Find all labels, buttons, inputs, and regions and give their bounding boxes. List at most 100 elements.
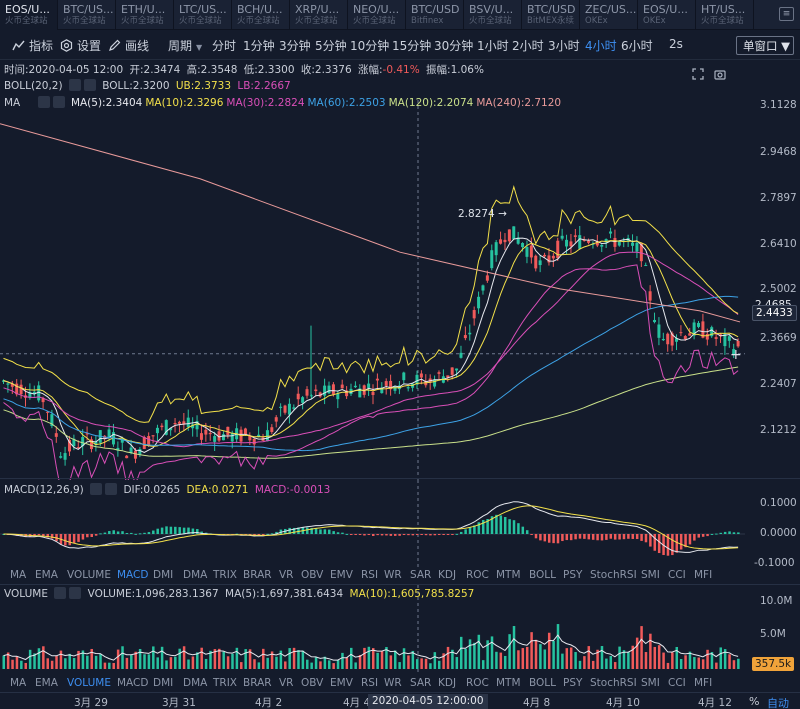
- timeframe-0[interactable]: 分时: [212, 39, 237, 53]
- indicator-tab[interactable]: ROC: [466, 677, 489, 689]
- eye-icon[interactable]: [90, 483, 103, 495]
- indicator-tab[interactable]: WR: [384, 677, 402, 689]
- symbol-tab[interactable]: BCH/U... 火币全球站: [232, 0, 290, 30]
- indicator-tab[interactable]: RSI: [361, 569, 379, 581]
- expand-icon[interactable]: [692, 68, 704, 80]
- symbol-tab[interactable]: BSV/U... 火币全球站: [464, 0, 522, 30]
- indicator-tab[interactable]: MTM: [496, 677, 521, 689]
- indicator-tab[interactable]: BRAR: [243, 569, 272, 581]
- indicator-tab[interactable]: KDJ: [438, 677, 457, 689]
- camera-icon[interactable]: [714, 68, 726, 80]
- draw-button[interactable]: 画线: [108, 37, 149, 54]
- timeframe-8[interactable]: 2小时: [512, 39, 544, 53]
- indicator-tab[interactable]: RSI: [361, 677, 379, 689]
- indicator-tab[interactable]: EMV: [330, 569, 353, 581]
- indicator-tab[interactable]: VOLUME: [67, 677, 111, 689]
- symbol-tab[interactable]: HT/US... 火币全球站: [696, 0, 754, 30]
- indicator-tab[interactable]: MACD: [117, 569, 149, 581]
- candle-body: [72, 438, 76, 447]
- indicator-tab[interactable]: ROC: [466, 569, 489, 581]
- indicator-tab[interactable]: DMA: [183, 677, 208, 689]
- symbol-tab[interactable]: ETH/U... 火币全球站: [116, 0, 174, 30]
- close-icon[interactable]: [52, 96, 65, 108]
- settings-button[interactable]: 设置: [60, 37, 101, 54]
- indicator-tab[interactable]: SAR: [410, 569, 432, 581]
- timeframe-5[interactable]: 15分钟: [392, 39, 432, 53]
- indicator-tab[interactable]: CCI: [668, 569, 686, 581]
- indicator-tab[interactable]: MA: [10, 677, 27, 689]
- timeframe-1[interactable]: 1分钟: [243, 39, 275, 53]
- timeframe-10[interactable]: 4小时: [585, 39, 617, 53]
- macd-bar: [68, 534, 71, 546]
- indicator-tab[interactable]: PSY: [563, 677, 583, 689]
- indicator-tab[interactable]: TRIX: [213, 569, 237, 581]
- indicator-tab[interactable]: BOLL: [529, 677, 556, 689]
- indicator-tab[interactable]: VOLUME: [67, 569, 111, 581]
- indicator-tab[interactable]: DMA: [183, 569, 208, 581]
- symbol-tab[interactable]: BTC/US... 火币全球站: [58, 0, 116, 30]
- eye-icon[interactable]: [37, 96, 50, 108]
- indicator-tab[interactable]: EMA: [35, 569, 58, 581]
- timeframe-6[interactable]: 30分钟: [434, 39, 474, 53]
- volume-bar: [732, 660, 736, 669]
- indicator-tab[interactable]: SMI: [641, 569, 660, 581]
- indicator-tab[interactable]: BRAR: [243, 677, 272, 689]
- indicator-tab[interactable]: SAR: [410, 677, 432, 689]
- timeframe-9[interactable]: 3小时: [548, 39, 580, 53]
- symbol-tab[interactable]: ZEC/US... OKEx: [580, 0, 638, 30]
- indicator-tab[interactable]: CCI: [668, 677, 686, 689]
- indicator-tab[interactable]: DMI: [153, 569, 174, 581]
- indicator-tab[interactable]: MA: [10, 569, 27, 581]
- indicator-tab[interactable]: OBV: [301, 569, 324, 581]
- timeframe-4[interactable]: 10分钟: [350, 39, 390, 53]
- timeframe-11[interactable]: 6小时: [621, 39, 653, 53]
- timeframe-7[interactable]: 1小时: [477, 39, 509, 53]
- percent-toggle[interactable]: %: [749, 695, 760, 708]
- volume-bar: [477, 634, 481, 669]
- volume-bar: [297, 650, 300, 669]
- auto-scale-toggle[interactable]: 自动: [767, 697, 789, 709]
- indicator-tab[interactable]: WR: [384, 569, 402, 581]
- window-mode-dropdown[interactable]: 单窗口 ▼: [736, 36, 794, 55]
- indicator-tab[interactable]: StochRSI: [590, 569, 637, 581]
- close-icon[interactable]: [69, 587, 82, 599]
- indicator-tab[interactable]: SMI: [641, 677, 660, 689]
- indicator-tab[interactable]: MFI: [694, 677, 713, 689]
- tab-menu-icon[interactable]: ≡: [779, 7, 794, 21]
- indicator-tab[interactable]: EMV: [330, 677, 353, 689]
- symbol-tab[interactable]: NEO/U... 火币全球站: [348, 0, 406, 30]
- eye-icon[interactable]: [54, 587, 67, 599]
- symbol-tab[interactable]: BTC/USD Bitfinex: [406, 0, 464, 30]
- eye-icon[interactable]: [68, 79, 81, 91]
- symbol-tab[interactable]: BTC/USD BitMEX永续: [522, 0, 580, 30]
- timeframe-2[interactable]: 3分钟: [279, 39, 311, 53]
- symbol-tab[interactable]: EOS/U... 火币全球站: [0, 0, 58, 30]
- indicator-tab[interactable]: MTM: [496, 569, 521, 581]
- indicator-tab[interactable]: EMA: [35, 677, 58, 689]
- indicator-tab[interactable]: StochRSI: [590, 677, 637, 689]
- indicator-button[interactable]: 指标: [12, 37, 53, 54]
- symbol-tab[interactable]: LTC/US... 火币全球站: [174, 0, 232, 30]
- timeframe-3[interactable]: 5分钟: [315, 39, 347, 53]
- indicator-tab[interactable]: VR: [279, 569, 294, 581]
- indicator-tab[interactable]: OBV: [301, 677, 324, 689]
- indicator-tab[interactable]: BOLL: [529, 569, 556, 581]
- symbol-tab[interactable]: XRP/U... 火币全球站: [290, 0, 348, 30]
- volume-bar: [178, 648, 181, 669]
- volume-chart[interactable]: [0, 585, 800, 675]
- indicator-tab[interactable]: DMI: [153, 677, 174, 689]
- indicator-tab[interactable]: MFI: [694, 569, 713, 581]
- indicator-tab[interactable]: PSY: [563, 569, 583, 581]
- close-icon[interactable]: [105, 483, 118, 495]
- period-dropdown[interactable]: 周期 ▼: [168, 39, 203, 53]
- close-icon[interactable]: [83, 79, 96, 91]
- candlestick-chart[interactable]: 2.8274 → ← 2.0875 +: [0, 60, 800, 480]
- indicator-tab[interactable]: TRIX: [213, 677, 237, 689]
- indicator-tab[interactable]: KDJ: [438, 569, 457, 581]
- indicator-tab[interactable]: VR: [279, 677, 294, 689]
- macd-chart[interactable]: [0, 480, 800, 570]
- indicator-tab[interactable]: MACD: [117, 677, 149, 689]
- symbol-tab[interactable]: EOS/U... OKEx: [638, 0, 696, 30]
- refresh-interval[interactable]: 2s: [669, 37, 683, 51]
- candle-body: [182, 421, 186, 425]
